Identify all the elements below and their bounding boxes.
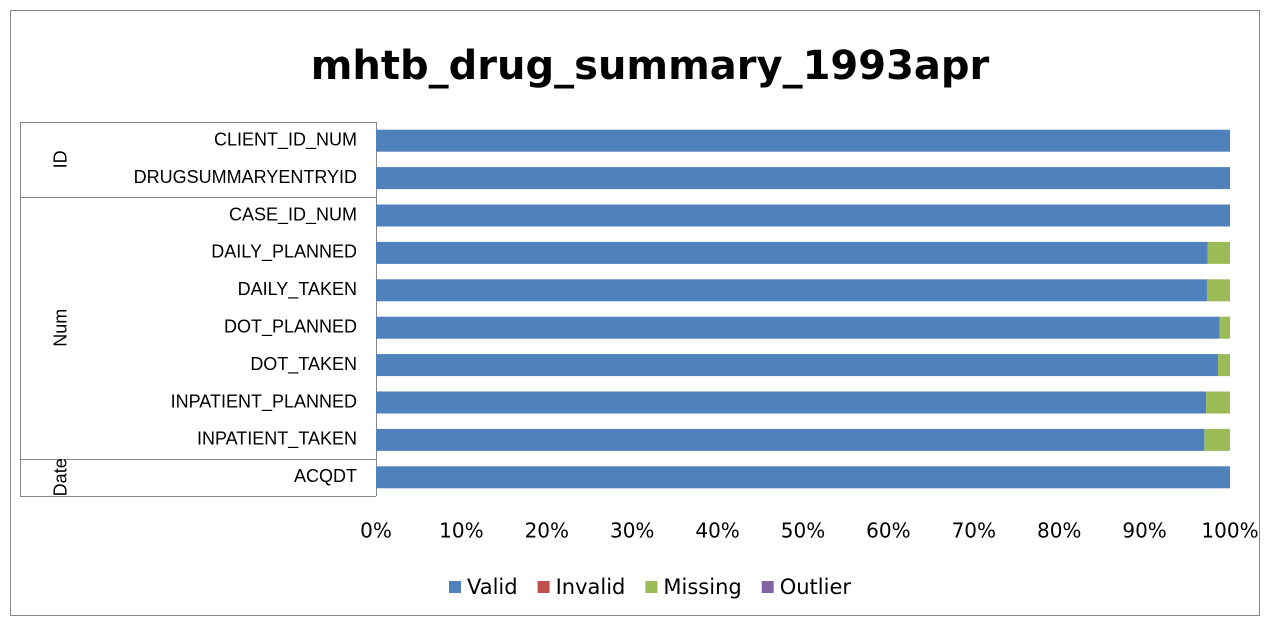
chart-title: mhtb_drug_summary_1993apr [311,43,990,89]
group-label: Num [51,309,71,347]
bar-segment [376,316,1220,339]
category-label: INPATIENT_TAKEN [197,429,357,450]
category-label: DAILY_PLANNED [211,242,357,263]
category-label: ACQDT [294,466,357,486]
legend-swatch [537,581,550,593]
bar-segment [376,428,1205,451]
bar-segment [1206,279,1230,302]
bar-segment [376,167,1230,190]
legend-label: Outlier [780,575,852,599]
x-tick-label: 40% [695,519,739,543]
bar-segment [1219,316,1230,339]
bar-segment [376,391,1207,414]
bar-segment [1204,428,1230,451]
bar-segment [376,204,1230,227]
x-tick-label: 60% [866,519,910,543]
group-label: Date [51,458,71,496]
x-tick-label: 100% [1201,519,1258,543]
group-label: ID [51,150,71,168]
bar-segment [376,466,1230,489]
bar-segment [376,129,1230,152]
bar-segment [1218,354,1230,377]
bar-segment [376,279,1207,302]
bar-segment [1206,391,1230,414]
category-label: INPATIENT_PLANNED [171,391,357,412]
legend-label: Valid [467,575,518,599]
legend-label: Missing [663,575,741,599]
bar-segment [376,354,1219,377]
legend-label: Invalid [556,575,626,599]
x-tick-label: 30% [610,519,654,543]
x-tick-label: 50% [781,519,825,543]
x-tick-label: 80% [1037,519,1081,543]
x-tick-label: 90% [1122,519,1166,543]
category-label: DOT_TAKEN [250,354,357,375]
x-tick-label: 20% [525,519,569,543]
bar-segment [1207,241,1230,264]
legend-swatch [448,581,461,593]
category-label: CLIENT_ID_NUM [214,129,357,150]
category-label: CASE_ID_NUM [229,204,357,225]
category-label: DOT_PLANNED [224,316,357,337]
chart-frame [10,10,1260,616]
bar-segment [376,241,1208,264]
x-tick-label: 10% [439,519,483,543]
x-tick-label: 0% [360,519,392,543]
category-label: DAILY_TAKEN [238,279,357,300]
x-tick-label: 70% [952,519,996,543]
category-label: DRUGSUMMARYENTRYID [134,167,357,187]
legend-swatch [761,581,774,593]
legend-swatch [645,581,658,593]
